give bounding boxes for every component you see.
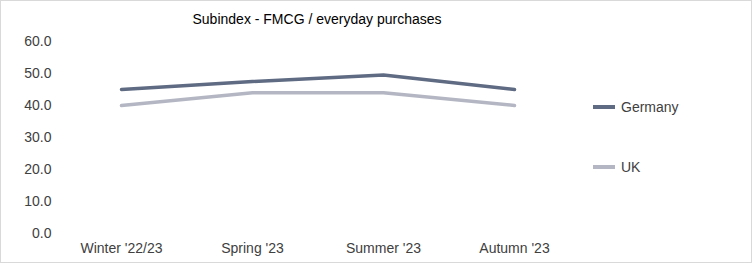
svg-text:0.0: 0.0 [32, 225, 52, 241]
html-text:UK: UK [621, 158, 641, 175]
html-text:Subindex - FMCG / everyday pur: Subindex - FMCG / everyday purchases [192, 11, 442, 27]
svg-text:50.0: 50.0 [24, 65, 51, 81]
svg-text:Summer '23: Summer '23 [346, 240, 421, 256]
svg-text:60.0: 60.0 [24, 33, 51, 49]
svg-text:Autumn '23: Autumn '23 [479, 240, 550, 256]
svg-text:20.0: 20.0 [24, 161, 51, 177]
svg-text:30.0: 30.0 [24, 129, 51, 145]
svg-text:Winter '22/23: Winter '22/23 [80, 240, 162, 256]
svg-text:10.0: 10.0 [24, 193, 51, 209]
html-text:Germany: Germany [621, 98, 679, 115]
svg-text:Spring '23: Spring '23 [221, 240, 284, 256]
svg-text:40.0: 40.0 [24, 97, 51, 113]
